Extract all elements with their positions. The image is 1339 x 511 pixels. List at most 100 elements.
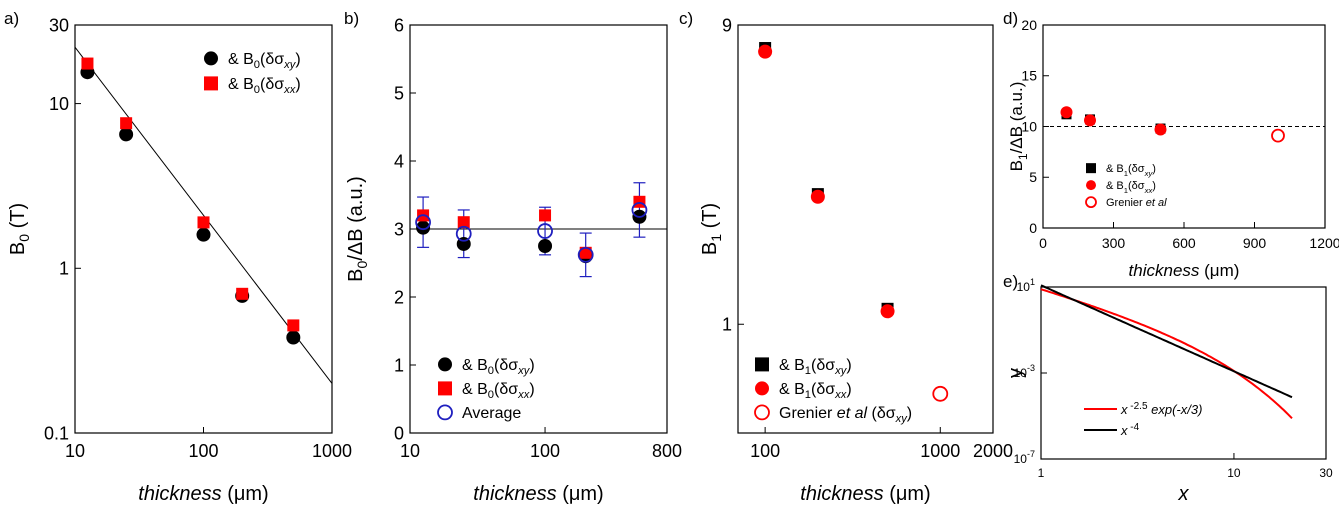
axis-labels-e: xy — [1005, 368, 1190, 505]
panel-label-d: d) — [1003, 9, 1018, 28]
x-axis-label: thickness (μm) — [138, 483, 268, 505]
legend-marker — [437, 404, 453, 421]
panel-label-c: c) — [679, 9, 693, 28]
data-point — [286, 330, 301, 345]
data-point — [810, 189, 825, 204]
data-point — [1084, 114, 1096, 127]
data-point — [120, 117, 133, 130]
plot-frame-e — [1040, 286, 1327, 460]
legend-label: & B1(δσxy) — [779, 357, 852, 377]
y-axis-label: B0 (T) — [7, 203, 32, 255]
y-tick-label: 0 — [1029, 220, 1037, 236]
legend-label: & B0(δσxy) — [462, 357, 535, 377]
x-tick-label: 1 — [1038, 466, 1045, 480]
data-point — [1060, 106, 1073, 119]
data-point — [631, 202, 648, 218]
x-tick-label: 100 — [188, 441, 218, 461]
data-point — [579, 246, 592, 259]
data-point — [236, 287, 249, 300]
x-tick-label: 800 — [652, 441, 682, 461]
y-tick-label: 6 — [394, 15, 404, 35]
legend-label: x -2.5 exp(-x/3) — [1120, 401, 1202, 417]
x-tick-label: 2000 — [973, 441, 1013, 461]
legend-marker — [755, 381, 769, 396]
x-axis-label: thickness (μm) — [800, 483, 930, 505]
x-tick-label: 1000 — [312, 441, 352, 461]
legend-label: & B0(δσxx) — [228, 76, 301, 96]
legend-e: x -2.5 exp(-x/3) x -4 — [1084, 401, 1202, 438]
y-axis-label: B1/ΔB (a.u.) — [1007, 82, 1030, 172]
y-tick-label: 0 — [394, 423, 404, 443]
y-tick-label: 10-7 — [1014, 449, 1035, 466]
data-point — [455, 225, 472, 242]
y-tick-label: 30 — [49, 15, 69, 35]
panel-c: 100 1000 2000 1 9 & B1(δσxy) & B1(δσxx) Grenier… — [722, 15, 1013, 461]
x-tick-label: 100 — [530, 441, 560, 461]
x-tick-label: 100 — [750, 441, 780, 461]
x-axis-label: x — [1178, 483, 1190, 505]
axis-labels-b: thickness (μm) B0/ΔB (a.u.) — [345, 176, 604, 505]
x-tick-label: 10 — [400, 441, 420, 461]
x-tick-label: 600 — [1172, 235, 1196, 251]
data-point — [539, 209, 552, 222]
panel-label-e: e) — [1003, 272, 1018, 291]
y-tick-label: 15 — [1021, 68, 1037, 84]
y-tick-label: 9 — [722, 15, 732, 35]
legend-marker — [1086, 180, 1096, 191]
legend-marker — [754, 404, 770, 421]
y-tick-label: 10-3 — [1014, 363, 1035, 380]
panel-label-a: a) — [4, 9, 19, 28]
panel-label-b: b) — [344, 9, 359, 28]
legend-label: & B1(δσxx) — [1106, 180, 1156, 195]
panel-a: 10 100 1000 0.1 1 10 30 & B0(δσxy) & B0(δσxx) — [44, 15, 352, 461]
data-point — [577, 246, 594, 263]
y-tick-label: 0.1 — [44, 423, 69, 443]
x-tick-label: 10 — [65, 441, 85, 461]
data-point — [81, 57, 94, 70]
legend-label: Average — [462, 405, 521, 422]
data-point — [196, 227, 211, 242]
data-point — [1154, 123, 1167, 136]
data-point — [633, 195, 646, 208]
y-axis-label: B1 (T) — [699, 203, 724, 255]
legend-label: x -4 — [1120, 422, 1140, 438]
y-tick-label: 5 — [394, 83, 404, 103]
series-line — [1040, 288, 1293, 420]
legend-label: Grenier et al — [1106, 197, 1167, 209]
axis-labels-d: thickness (μm) B1/ΔB (a.u.) — [1007, 82, 1239, 280]
legend-d: & B1(δσxy) & B1(δσxx) Grenier et al — [1085, 163, 1167, 209]
panel-b: 10 100 800 0 1 2 3 4 5 6 & B0(δσxy) & B0(δσxx) Avera… — [394, 15, 682, 461]
x-tick-label: 1000 — [920, 441, 960, 461]
y-tick-label: 10 — [1021, 118, 1037, 134]
legend-marker — [1086, 163, 1096, 174]
legend-label: & B1(δσxy) — [1106, 163, 1156, 178]
data-point — [758, 44, 773, 59]
data-point — [457, 216, 470, 229]
data-point — [415, 214, 431, 231]
x-axis-label: thickness (μm) — [473, 483, 603, 505]
plot-frame-c — [737, 24, 994, 434]
data-point — [119, 127, 134, 142]
legend-marker — [1085, 196, 1097, 209]
legend-label: & B1(δσxx) — [779, 381, 852, 401]
legend-label: & B0(δσxy) — [228, 51, 301, 71]
y-tick-label: 10 — [49, 94, 69, 114]
x-tick-label: 300 — [1102, 235, 1126, 251]
legend-c: & B1(δσxy) & B1(δσxx) Grenier et al (δσxy) — [754, 357, 912, 425]
series-line — [1040, 284, 1293, 399]
y-tick-label: 20 — [1021, 17, 1037, 33]
data-point — [932, 385, 949, 402]
legend-a: & B0(δσxy) & B0(δσxx) — [204, 51, 301, 96]
y-tick-label: 1 — [59, 259, 69, 279]
y-axis-label: y — [1005, 368, 1027, 378]
legend-marker — [755, 357, 769, 372]
legend-label: Grenier et al (δσxy) — [779, 405, 912, 425]
data-point — [880, 304, 895, 319]
panel-e: 1 10 30 101 10-3 10-7 x -2.5 exp(-x/3) x -4 — [1014, 277, 1333, 480]
legend-marker — [204, 76, 218, 91]
legend-marker — [204, 51, 218, 66]
x-tick-label: 900 — [1243, 235, 1267, 251]
x-tick-label: 0 — [1039, 235, 1047, 251]
axis-labels-a: thickness (μm) B0 (T) — [7, 203, 269, 505]
